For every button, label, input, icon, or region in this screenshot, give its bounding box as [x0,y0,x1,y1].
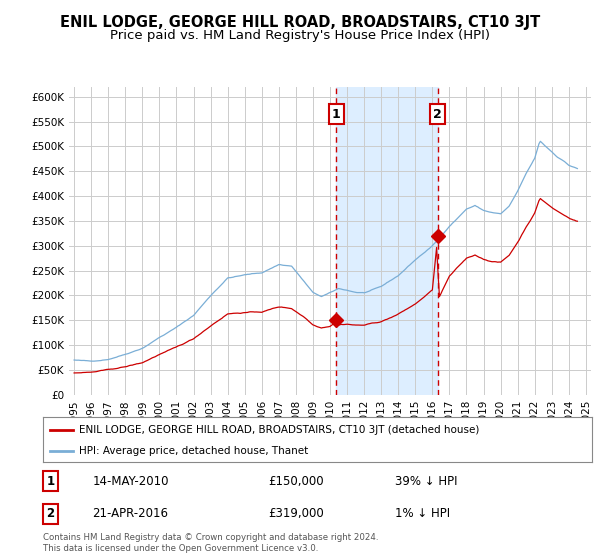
Text: Price paid vs. HM Land Registry's House Price Index (HPI): Price paid vs. HM Land Registry's House … [110,29,490,42]
Text: 2: 2 [433,108,442,120]
Bar [337,87,437,395]
Text: ENIL LODGE, GEORGE HILL ROAD, BROADSTAIRS, CT10 3JT: ENIL LODGE, GEORGE HILL ROAD, BROADSTAIR… [60,15,540,30]
Text: ENIL LODGE, GEORGE HILL ROAD, BROADSTAIRS, CT10 3JT (detached house): ENIL LODGE, GEORGE HILL ROAD, BROADSTAIR… [79,424,479,435]
Text: Contains HM Land Registry data © Crown copyright and database right 2024.
This d: Contains HM Land Registry data © Crown c… [43,533,379,553]
Text: 21-APR-2016: 21-APR-2016 [92,507,169,520]
Text: 1: 1 [332,108,341,120]
Text: HPI: Average price, detached house, Thanet: HPI: Average price, detached house, Than… [79,446,308,456]
Text: 2: 2 [46,507,55,520]
Text: 1: 1 [46,475,55,488]
Text: 1% ↓ HPI: 1% ↓ HPI [395,507,449,520]
Text: £319,000: £319,000 [268,507,324,520]
Text: 14-MAY-2010: 14-MAY-2010 [92,475,169,488]
Text: 39% ↓ HPI: 39% ↓ HPI [395,475,457,488]
Text: £150,000: £150,000 [268,475,324,488]
